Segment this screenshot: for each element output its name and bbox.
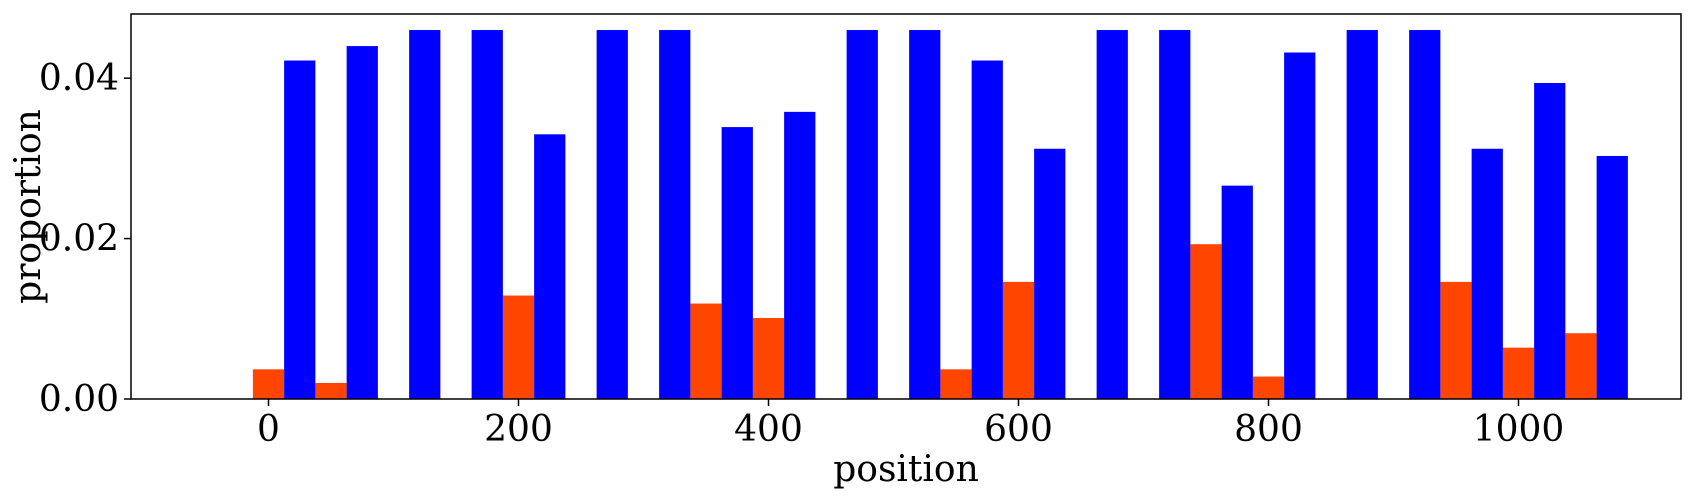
x-tick-label: 800 bbox=[1234, 409, 1303, 450]
bar-series-0-1050 bbox=[1565, 333, 1597, 399]
bar-series-1-600 bbox=[1034, 148, 1066, 399]
bar-series-0-400 bbox=[752, 317, 785, 399]
bar-series-1-1000 bbox=[1534, 82, 1566, 400]
x-tick-label: 0 bbox=[257, 409, 280, 450]
bar-series-1-700 bbox=[1159, 30, 1191, 400]
bar-series-1-550 bbox=[971, 60, 1003, 399]
bar-series-0-1000 bbox=[1502, 347, 1535, 399]
bar-series-0-750 bbox=[1190, 244, 1222, 399]
y-axis: 0.00 0.02 0.04 bbox=[39, 58, 131, 420]
x-tick-label: 1000 bbox=[1473, 409, 1565, 450]
y-axis-title: proportion bbox=[8, 109, 49, 304]
bar-series-1-800 bbox=[1284, 52, 1316, 399]
bar-series-1-650 bbox=[1096, 30, 1128, 400]
bar-series-0-950 bbox=[1440, 281, 1472, 399]
y-tick-label: 0.04 bbox=[39, 58, 119, 99]
bar-series-0-350 bbox=[690, 303, 722, 399]
bars-layer bbox=[252, 30, 1628, 400]
bar-series-0-600 bbox=[1002, 281, 1035, 399]
bar-series-1-850 bbox=[1346, 30, 1378, 400]
x-axis: 0 200 400 600 800 1000 bbox=[257, 399, 1564, 450]
bar-series-1-750 bbox=[1221, 185, 1253, 399]
x-tick-label: 200 bbox=[484, 409, 553, 450]
bar-series-1-250 bbox=[596, 30, 628, 400]
bar-series-0-800 bbox=[1252, 376, 1285, 399]
bar-series-1-200 bbox=[534, 134, 566, 399]
bar-series-1-500 bbox=[909, 30, 941, 400]
bar-series-1-1050 bbox=[1596, 155, 1628, 399]
x-tick-label: 600 bbox=[984, 409, 1053, 450]
bar-series-1-0 bbox=[284, 60, 316, 399]
bar-series-1-50 bbox=[346, 46, 378, 399]
plot-frame bbox=[130, 13, 1682, 400]
bar-series-1-350 bbox=[721, 127, 753, 399]
bar-series-1-400 bbox=[784, 111, 816, 400]
bar-series-0-550 bbox=[940, 369, 972, 399]
bar-series-1-450 bbox=[846, 30, 878, 400]
y-tick-label: 0.02 bbox=[39, 219, 119, 260]
y-tick-label: 0.00 bbox=[39, 379, 119, 420]
bar-series-0-50 bbox=[315, 382, 347, 399]
bar-series-0-200 bbox=[502, 295, 535, 399]
x-tick-label: 400 bbox=[734, 409, 803, 450]
x-axis-title: position bbox=[833, 449, 979, 490]
bar-series-1-150 bbox=[471, 30, 503, 400]
bar-series-1-950 bbox=[1471, 148, 1503, 399]
bar-series-0-0 bbox=[252, 369, 285, 399]
bar-series-1-100 bbox=[409, 30, 441, 400]
bar-series-1-300 bbox=[659, 30, 691, 400]
bar-series-1-900 bbox=[1409, 30, 1441, 400]
